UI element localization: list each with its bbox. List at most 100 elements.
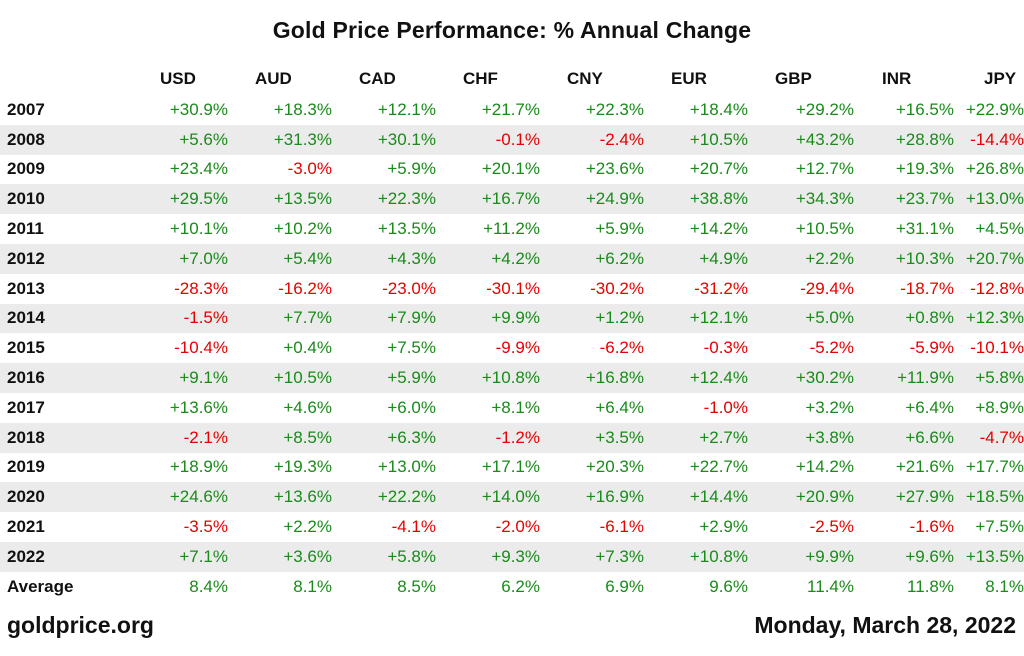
cell-cny: +6.2% <box>540 243 644 274</box>
cell-usd: -2.1% <box>130 422 228 453</box>
header-gbp: GBP <box>775 69 812 88</box>
cell-aud: +2.2% <box>283 517 332 537</box>
row-year-label: 2022 <box>0 541 130 572</box>
header-chf: CHF <box>463 69 498 88</box>
cell-gbp: -5.2% <box>809 338 854 358</box>
cell-gbp: +9.9% <box>748 541 854 572</box>
header-cad: CAD <box>359 69 396 88</box>
cell-aud: +10.2% <box>273 219 332 239</box>
cell-eur: -0.3% <box>703 338 748 358</box>
cell-chf: -30.1% <box>486 278 540 298</box>
cell-gbp: -2.5% <box>809 517 854 537</box>
cell-cad: +5.9% <box>332 363 436 393</box>
cell-cad: +12.1% <box>377 99 436 119</box>
cell-cny: +5.9% <box>595 219 644 239</box>
cell-gbp: +14.2% <box>795 457 854 477</box>
table-row: 2022 +7.1% +3.6% +5.8% +9.3% +7.3% +10.8% +9.9%… <box>0 541 1024 572</box>
table-row: 2013 -28.3% -16.2% -23.0% -30.1% -30.2% -31.2%… <box>0 274 1024 304</box>
cell-aud: -3.0% <box>287 159 332 179</box>
table-row: 2007 +30.9% +18.3% +12.1% +21.7% +22.3% +18.4%… <box>0 95 1024 125</box>
cell-cad: +4.3% <box>332 243 436 274</box>
cell-aud: -16.2% <box>278 278 332 298</box>
cell-cny: +1.2% <box>540 303 644 334</box>
table-body: 2007 +30.9% +18.3% +12.1% +21.7% +22.3% +18.4%… <box>0 95 1024 602</box>
cell-usd: -1.5% <box>130 303 228 334</box>
cell-usd: +7.1% <box>130 541 228 572</box>
header-jpy: JPY <box>984 69 1017 88</box>
cell-eur: +18.4% <box>689 99 748 119</box>
cell-inr: +31.1% <box>895 219 954 239</box>
cell-cny: +24.9% <box>540 184 644 215</box>
average-aud: 8.1% <box>228 571 332 602</box>
cell-aud: +4.6% <box>283 397 332 417</box>
cell-cad: +22.2% <box>332 482 436 513</box>
row-year-label: 2009 <box>7 159 45 179</box>
cell-chf: +20.1% <box>481 159 540 179</box>
cell-chf: +10.8% <box>436 363 540 393</box>
cell-aud: +19.3% <box>273 457 332 477</box>
cell-inr: -5.9% <box>909 338 954 358</box>
table-row: 2012 +7.0% +5.4% +4.3% +4.2% +6.2% +4.9% +2.2% +… <box>0 243 1024 274</box>
cell-chf: +17.1% <box>481 457 540 477</box>
cell-cad: +7.9% <box>332 303 436 334</box>
header-inr: INR <box>882 69 912 88</box>
cell-gbp: +34.3% <box>748 184 854 215</box>
cell-cny: -2.4% <box>540 124 644 155</box>
cell-eur: +2.9% <box>699 517 748 537</box>
row-year-label: 2014 <box>0 303 130 334</box>
cell-jpy: +5.8% <box>954 363 1024 393</box>
cell-eur: +14.4% <box>644 482 748 513</box>
cell-gbp: +30.2% <box>748 363 854 393</box>
cell-jpy: +26.8% <box>965 159 1024 179</box>
cell-cad: +7.5% <box>387 338 436 358</box>
cell-chf: +4.2% <box>436 243 540 274</box>
cell-eur: +38.8% <box>644 184 748 215</box>
cell-eur: +22.7% <box>689 457 748 477</box>
cell-inr: -1.6% <box>909 517 954 537</box>
average-row: Average 8.4% 8.1% 8.5% 6.2% 6.9% 9.6% 11.4% 11.8… <box>0 571 1024 602</box>
cell-cad: +6.3% <box>332 422 436 453</box>
cell-eur: +14.2% <box>689 219 748 239</box>
cell-jpy: +18.5% <box>954 482 1024 513</box>
cell-gbp: +2.2% <box>748 243 854 274</box>
table-row: 2017 +13.6% +4.6% +6.0% +8.1% +6.4% -1.0% +3.2%… <box>0 393 1024 423</box>
table-row: 2011 +10.1% +10.2% +13.5% +11.2% +5.9% +14.2% +… <box>0 214 1024 244</box>
cell-aud: +18.3% <box>273 99 332 119</box>
cell-cny: +22.3% <box>585 99 644 119</box>
cell-aud: +5.4% <box>228 243 332 274</box>
cell-inr: +23.7% <box>854 184 954 215</box>
cell-chf: +16.7% <box>436 184 540 215</box>
table-row: 2008 +5.6% +31.3% +30.1% -0.1% -2.4% +10.5% +43… <box>0 124 1024 155</box>
cell-usd: -28.3% <box>174 278 228 298</box>
average-label: Average <box>0 571 130 602</box>
row-year-label: 2015 <box>7 338 45 358</box>
chart-title: Gold Price Performance: % Annual Change <box>272 17 752 43</box>
cell-gbp: +12.7% <box>795 159 854 179</box>
cell-aud: +8.5% <box>228 422 332 453</box>
cell-gbp: +20.9% <box>748 482 854 513</box>
row-year-label: 2019 <box>7 457 45 477</box>
row-year-label: 2016 <box>0 363 130 393</box>
cell-inr: +0.8% <box>854 303 954 334</box>
table-row: 2018 -2.1% +8.5% +6.3% -1.2% +3.5% +2.7% +3.8% +… <box>0 422 1024 453</box>
source-label: goldprice.org <box>7 612 154 638</box>
cell-eur: -1.0% <box>703 397 748 417</box>
cell-aud: +7.7% <box>228 303 332 334</box>
cell-gbp: +3.2% <box>805 397 854 417</box>
cell-cad: +13.5% <box>377 219 436 239</box>
cell-jpy: +4.5% <box>975 219 1024 239</box>
cell-cny: +16.9% <box>540 482 644 513</box>
cell-usd: +9.1% <box>130 363 228 393</box>
cell-cad: +5.8% <box>332 541 436 572</box>
average-inr: 11.8% <box>854 571 954 602</box>
table-row: 2020 +24.6% +13.6% +22.2% +14.0% +16.9% +14.4%… <box>0 482 1024 513</box>
cell-chf: +14.0% <box>436 482 540 513</box>
average-cny: 6.9% <box>540 571 644 602</box>
cell-cny: +3.5% <box>540 422 644 453</box>
cell-cad: -4.1% <box>391 517 436 537</box>
row-year-label: 2011 <box>7 219 44 239</box>
cell-chf: -9.9% <box>495 338 540 358</box>
average-eur: 9.6% <box>644 571 748 602</box>
table-row: 2019 +18.9% +19.3% +13.0% +17.1% +20.3% +22.7%… <box>0 453 1024 483</box>
cell-jpy: -10.1% <box>970 338 1024 358</box>
